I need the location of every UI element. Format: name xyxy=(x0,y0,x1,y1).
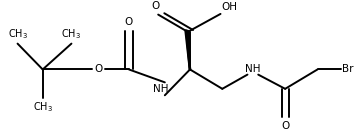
Text: NH: NH xyxy=(245,64,261,74)
Text: CH$_3$: CH$_3$ xyxy=(8,28,28,42)
Text: O: O xyxy=(94,64,102,74)
Text: O: O xyxy=(152,1,160,11)
Text: O: O xyxy=(125,17,133,27)
Text: OH: OH xyxy=(222,2,237,12)
Text: CH$_3$: CH$_3$ xyxy=(33,100,53,114)
Text: O: O xyxy=(281,121,289,131)
Text: Br: Br xyxy=(342,64,354,74)
Text: CH$_3$: CH$_3$ xyxy=(62,28,81,42)
Text: NH: NH xyxy=(153,84,169,94)
